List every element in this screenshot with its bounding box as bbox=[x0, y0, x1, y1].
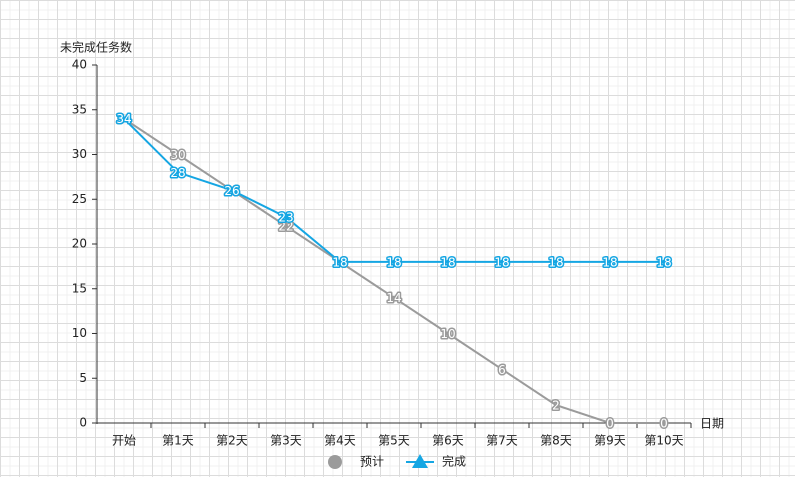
point bbox=[662, 259, 666, 264]
series-line bbox=[123, 117, 664, 263]
y-tick-label: 25 bbox=[72, 192, 87, 206]
data-label: 18 bbox=[656, 255, 671, 269]
x-tick-label: 第1天 bbox=[162, 434, 194, 448]
y-tick-label: 30 bbox=[72, 147, 87, 161]
x-tick-label: 第6天 bbox=[432, 434, 464, 448]
point bbox=[284, 224, 288, 229]
legend-marker bbox=[412, 454, 428, 468]
data-label: 14 bbox=[386, 291, 401, 305]
x-axis-title: 日期 bbox=[700, 417, 724, 431]
data-label: 28 bbox=[170, 166, 185, 180]
data-label: 18 bbox=[602, 255, 617, 269]
data-label: 18 bbox=[494, 255, 509, 269]
point bbox=[284, 215, 288, 220]
data-label: 18 bbox=[440, 255, 455, 269]
x-tick-label: 第4天 bbox=[324, 434, 356, 448]
y-tick-label: 20 bbox=[72, 237, 87, 251]
data-label: 18 bbox=[332, 255, 347, 269]
data-label: 0 bbox=[606, 417, 614, 431]
y-tick-label: 5 bbox=[79, 371, 87, 385]
data-label: 10 bbox=[440, 327, 455, 341]
legend-marker bbox=[328, 455, 342, 469]
data-label: 23 bbox=[278, 211, 293, 225]
x-tick-label: 第10天 bbox=[644, 434, 683, 448]
legend-label: 预计 bbox=[360, 455, 384, 469]
x-tick-label: 第7天 bbox=[486, 434, 518, 448]
y-tick-label: 10 bbox=[72, 326, 87, 340]
point bbox=[392, 259, 396, 264]
x-tick-label: 开始 bbox=[112, 434, 136, 448]
data-label: 18 bbox=[548, 255, 563, 269]
y-tick-label: 15 bbox=[72, 281, 87, 295]
x-tick-label: 第9天 bbox=[594, 434, 626, 448]
point bbox=[122, 116, 126, 121]
x-tick-label: 第5天 bbox=[378, 434, 410, 448]
point bbox=[176, 170, 180, 175]
point bbox=[608, 421, 612, 425]
point bbox=[500, 259, 504, 264]
data-label: 2 bbox=[552, 399, 560, 413]
x-tick-label: 第8天 bbox=[540, 434, 572, 448]
data-label: 34 bbox=[116, 112, 131, 126]
data-label: 26 bbox=[224, 184, 239, 198]
data-label: 18 bbox=[386, 255, 401, 269]
point bbox=[392, 295, 396, 300]
series-line bbox=[123, 117, 664, 424]
y-tick-label: 40 bbox=[72, 58, 87, 72]
point bbox=[554, 403, 558, 408]
data-label: 0 bbox=[660, 417, 668, 431]
data-label: 6 bbox=[498, 363, 506, 377]
point bbox=[662, 421, 666, 425]
point bbox=[608, 259, 612, 264]
x-tick-label: 第2天 bbox=[216, 434, 248, 448]
point bbox=[230, 188, 234, 193]
point bbox=[500, 367, 504, 372]
y-tick-label: 35 bbox=[72, 102, 87, 116]
point bbox=[446, 259, 450, 264]
data-label: 22 bbox=[278, 220, 293, 234]
point bbox=[338, 259, 342, 264]
point bbox=[446, 331, 450, 336]
y-axis-title: 未完成任务数 bbox=[60, 40, 132, 55]
data-label: 30 bbox=[170, 148, 185, 162]
y-tick-label: 0 bbox=[79, 416, 87, 430]
point bbox=[554, 259, 558, 264]
x-tick-label: 第3天 bbox=[270, 434, 302, 448]
point bbox=[176, 152, 180, 157]
legend-label: 完成 bbox=[442, 454, 466, 469]
